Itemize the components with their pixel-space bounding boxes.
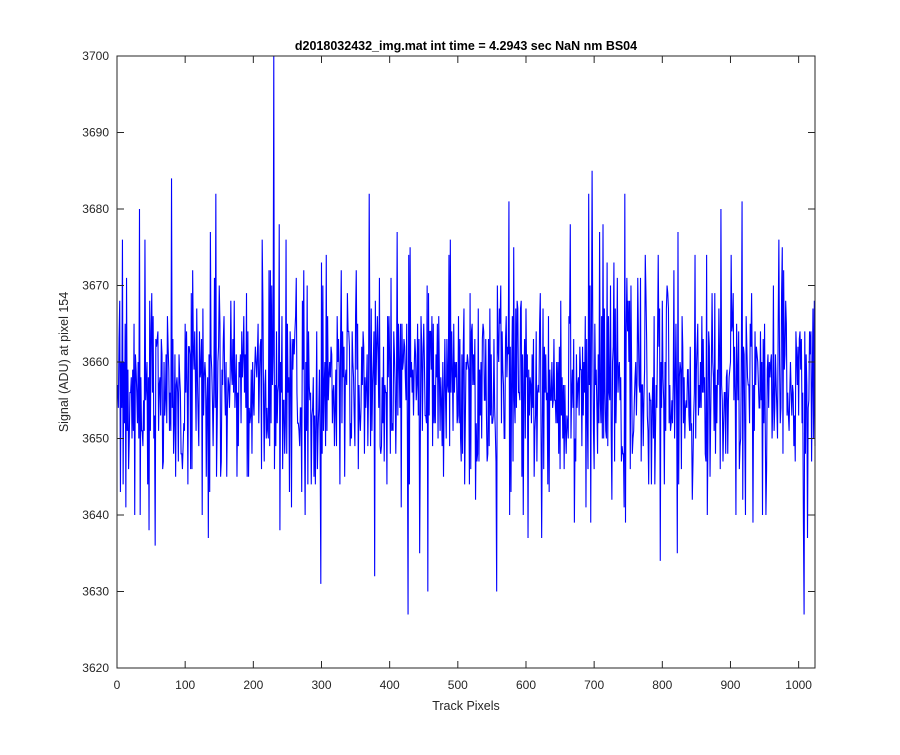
x-tick-label: 400: [380, 678, 400, 692]
x-tick-label: 600: [516, 678, 536, 692]
chart-title: d2018032432_img.mat int time = 4.2943 se…: [295, 39, 637, 53]
x-axis-label: Track Pixels: [432, 699, 500, 713]
series-layer: [117, 55, 816, 615]
y-tick-label: 3680: [82, 202, 109, 216]
x-axis: 0 100 200 300 400 500 600 700 800 900 1000: [114, 56, 812, 692]
y-tick-label: 3620: [82, 661, 109, 675]
y-tick-label: 3690: [82, 126, 109, 140]
x-tick-label: 200: [243, 678, 263, 692]
y-tick-label: 3650: [82, 432, 109, 446]
x-tick-label: 700: [584, 678, 604, 692]
x-tick-label: 0: [114, 678, 121, 692]
x-tick-label: 100: [175, 678, 195, 692]
x-tick-label: 500: [448, 678, 468, 692]
y-axis-label: Signal (ADU) at pixel 154: [57, 292, 71, 432]
signal-series-line: [117, 55, 816, 615]
x-tick-label: 300: [311, 678, 331, 692]
y-tick-label: 3700: [82, 49, 109, 63]
x-tick-label: 900: [720, 678, 740, 692]
x-tick-label: 800: [652, 678, 672, 692]
y-tick-label: 3640: [82, 508, 109, 522]
y-tick-label: 3660: [82, 355, 109, 369]
y-tick-label: 3670: [82, 279, 109, 293]
y-axis: 3620 3630 3640 3650 3660 3670 3680 3690 3700: [82, 49, 815, 675]
y-tick-label: 3630: [82, 585, 109, 599]
x-tick-label: 1000: [785, 678, 812, 692]
